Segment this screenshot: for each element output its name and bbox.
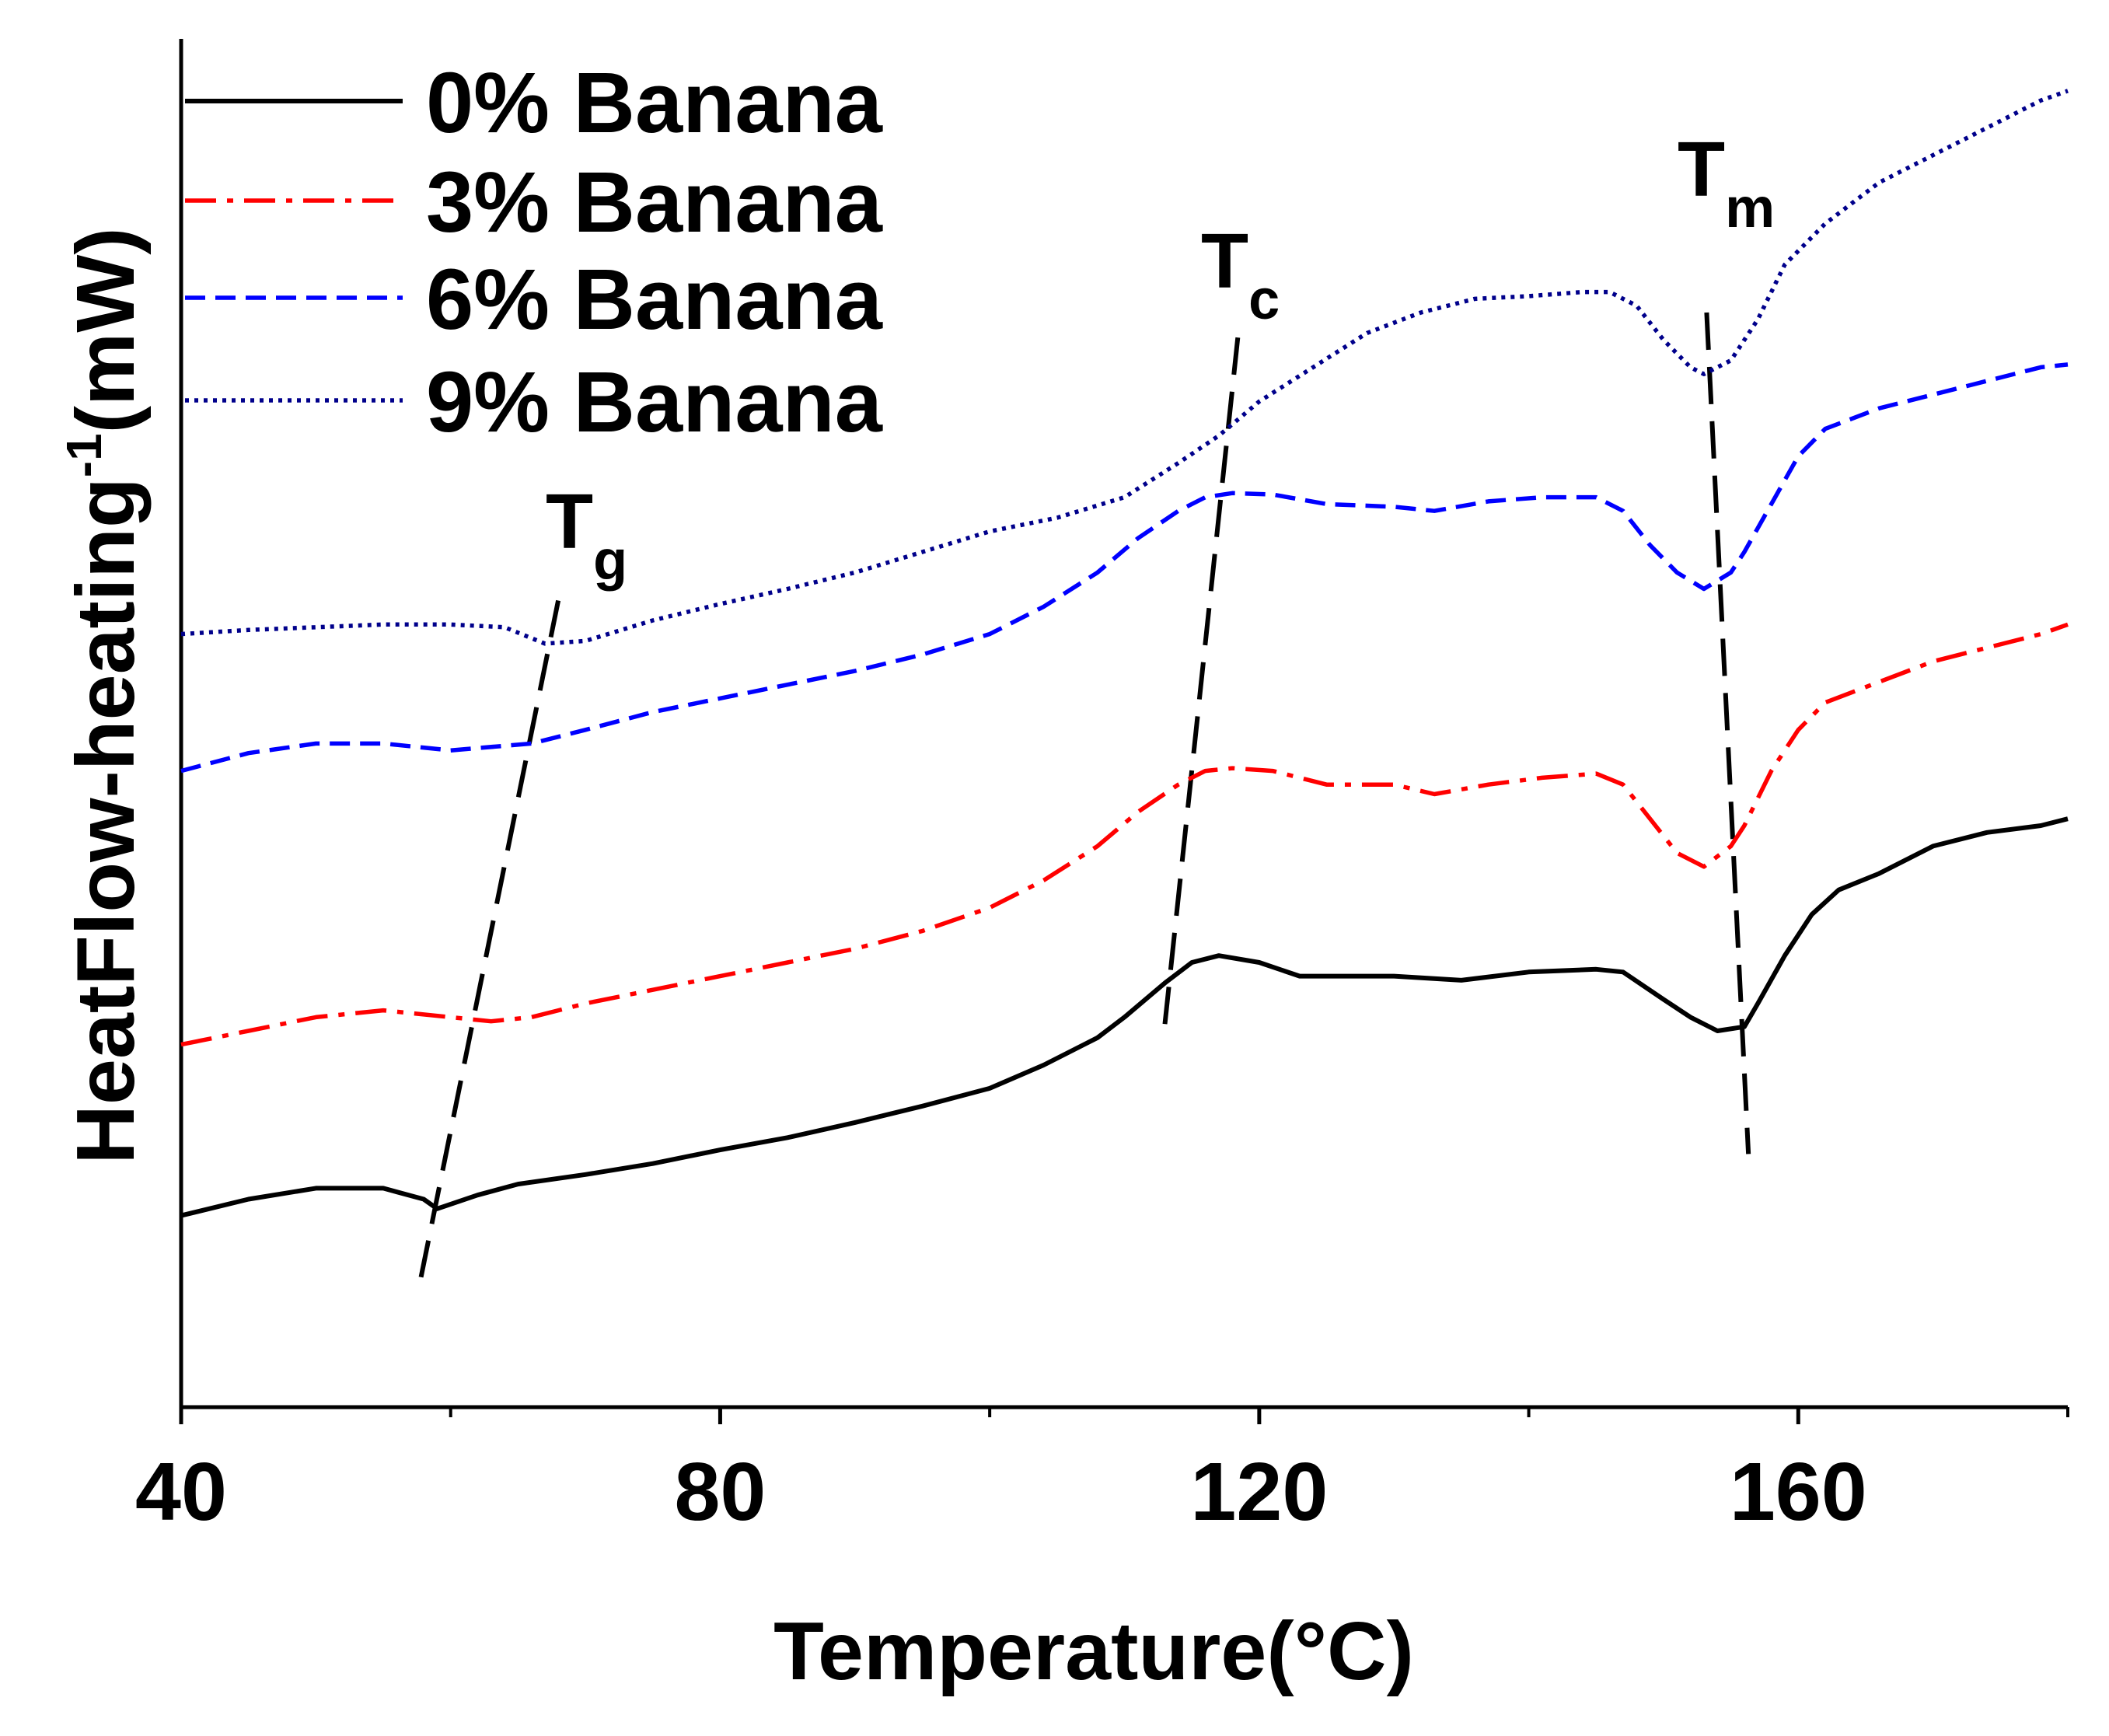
series-line-0: [180, 816, 2069, 1218]
y-axis-title-main: HeatFlow-heating: [60, 477, 152, 1164]
legend-label-0: 0% Banana: [426, 55, 883, 151]
series-line-1: [180, 622, 2069, 1047]
legend-label-3: 9% Banana: [426, 355, 883, 450]
x-tick-label: 120: [1190, 1446, 1328, 1538]
guide-lines: [418, 312, 1751, 1278]
annotation-glass-transition: Tg: [546, 478, 627, 592]
y-axis-title-sup: -1: [56, 433, 112, 477]
series-line-2: [180, 362, 2069, 774]
plot-frame: [179, 39, 2068, 1409]
annotation-melting: Tm: [1678, 126, 1775, 239]
y-axis-title: HeatFlow-heating-1(mW): [56, 227, 152, 1164]
legend-label-2: 6% Banana: [426, 252, 883, 348]
x-tick-label: 40: [135, 1446, 227, 1538]
annotation-crystallization: Tc: [1201, 218, 1280, 331]
x-axis-title: Temperature(°C): [773, 1605, 1414, 1697]
y-axis-title-unit: (mW): [60, 227, 152, 433]
annotations: Tg Tc Tm: [546, 126, 1775, 592]
tm-guide: [1704, 312, 1751, 1154]
series-line-3: [180, 89, 2069, 646]
x-tick-label: 160: [1730, 1446, 1867, 1538]
x-axis-ticks: 40 80 120 160: [135, 1407, 2069, 1538]
tc-guide: [1162, 326, 1241, 1025]
tg-guide: [418, 585, 564, 1278]
legend-label-1: 3% Banana: [426, 155, 883, 250]
series-group: [180, 89, 2069, 1218]
x-tick-label: 80: [674, 1446, 766, 1538]
